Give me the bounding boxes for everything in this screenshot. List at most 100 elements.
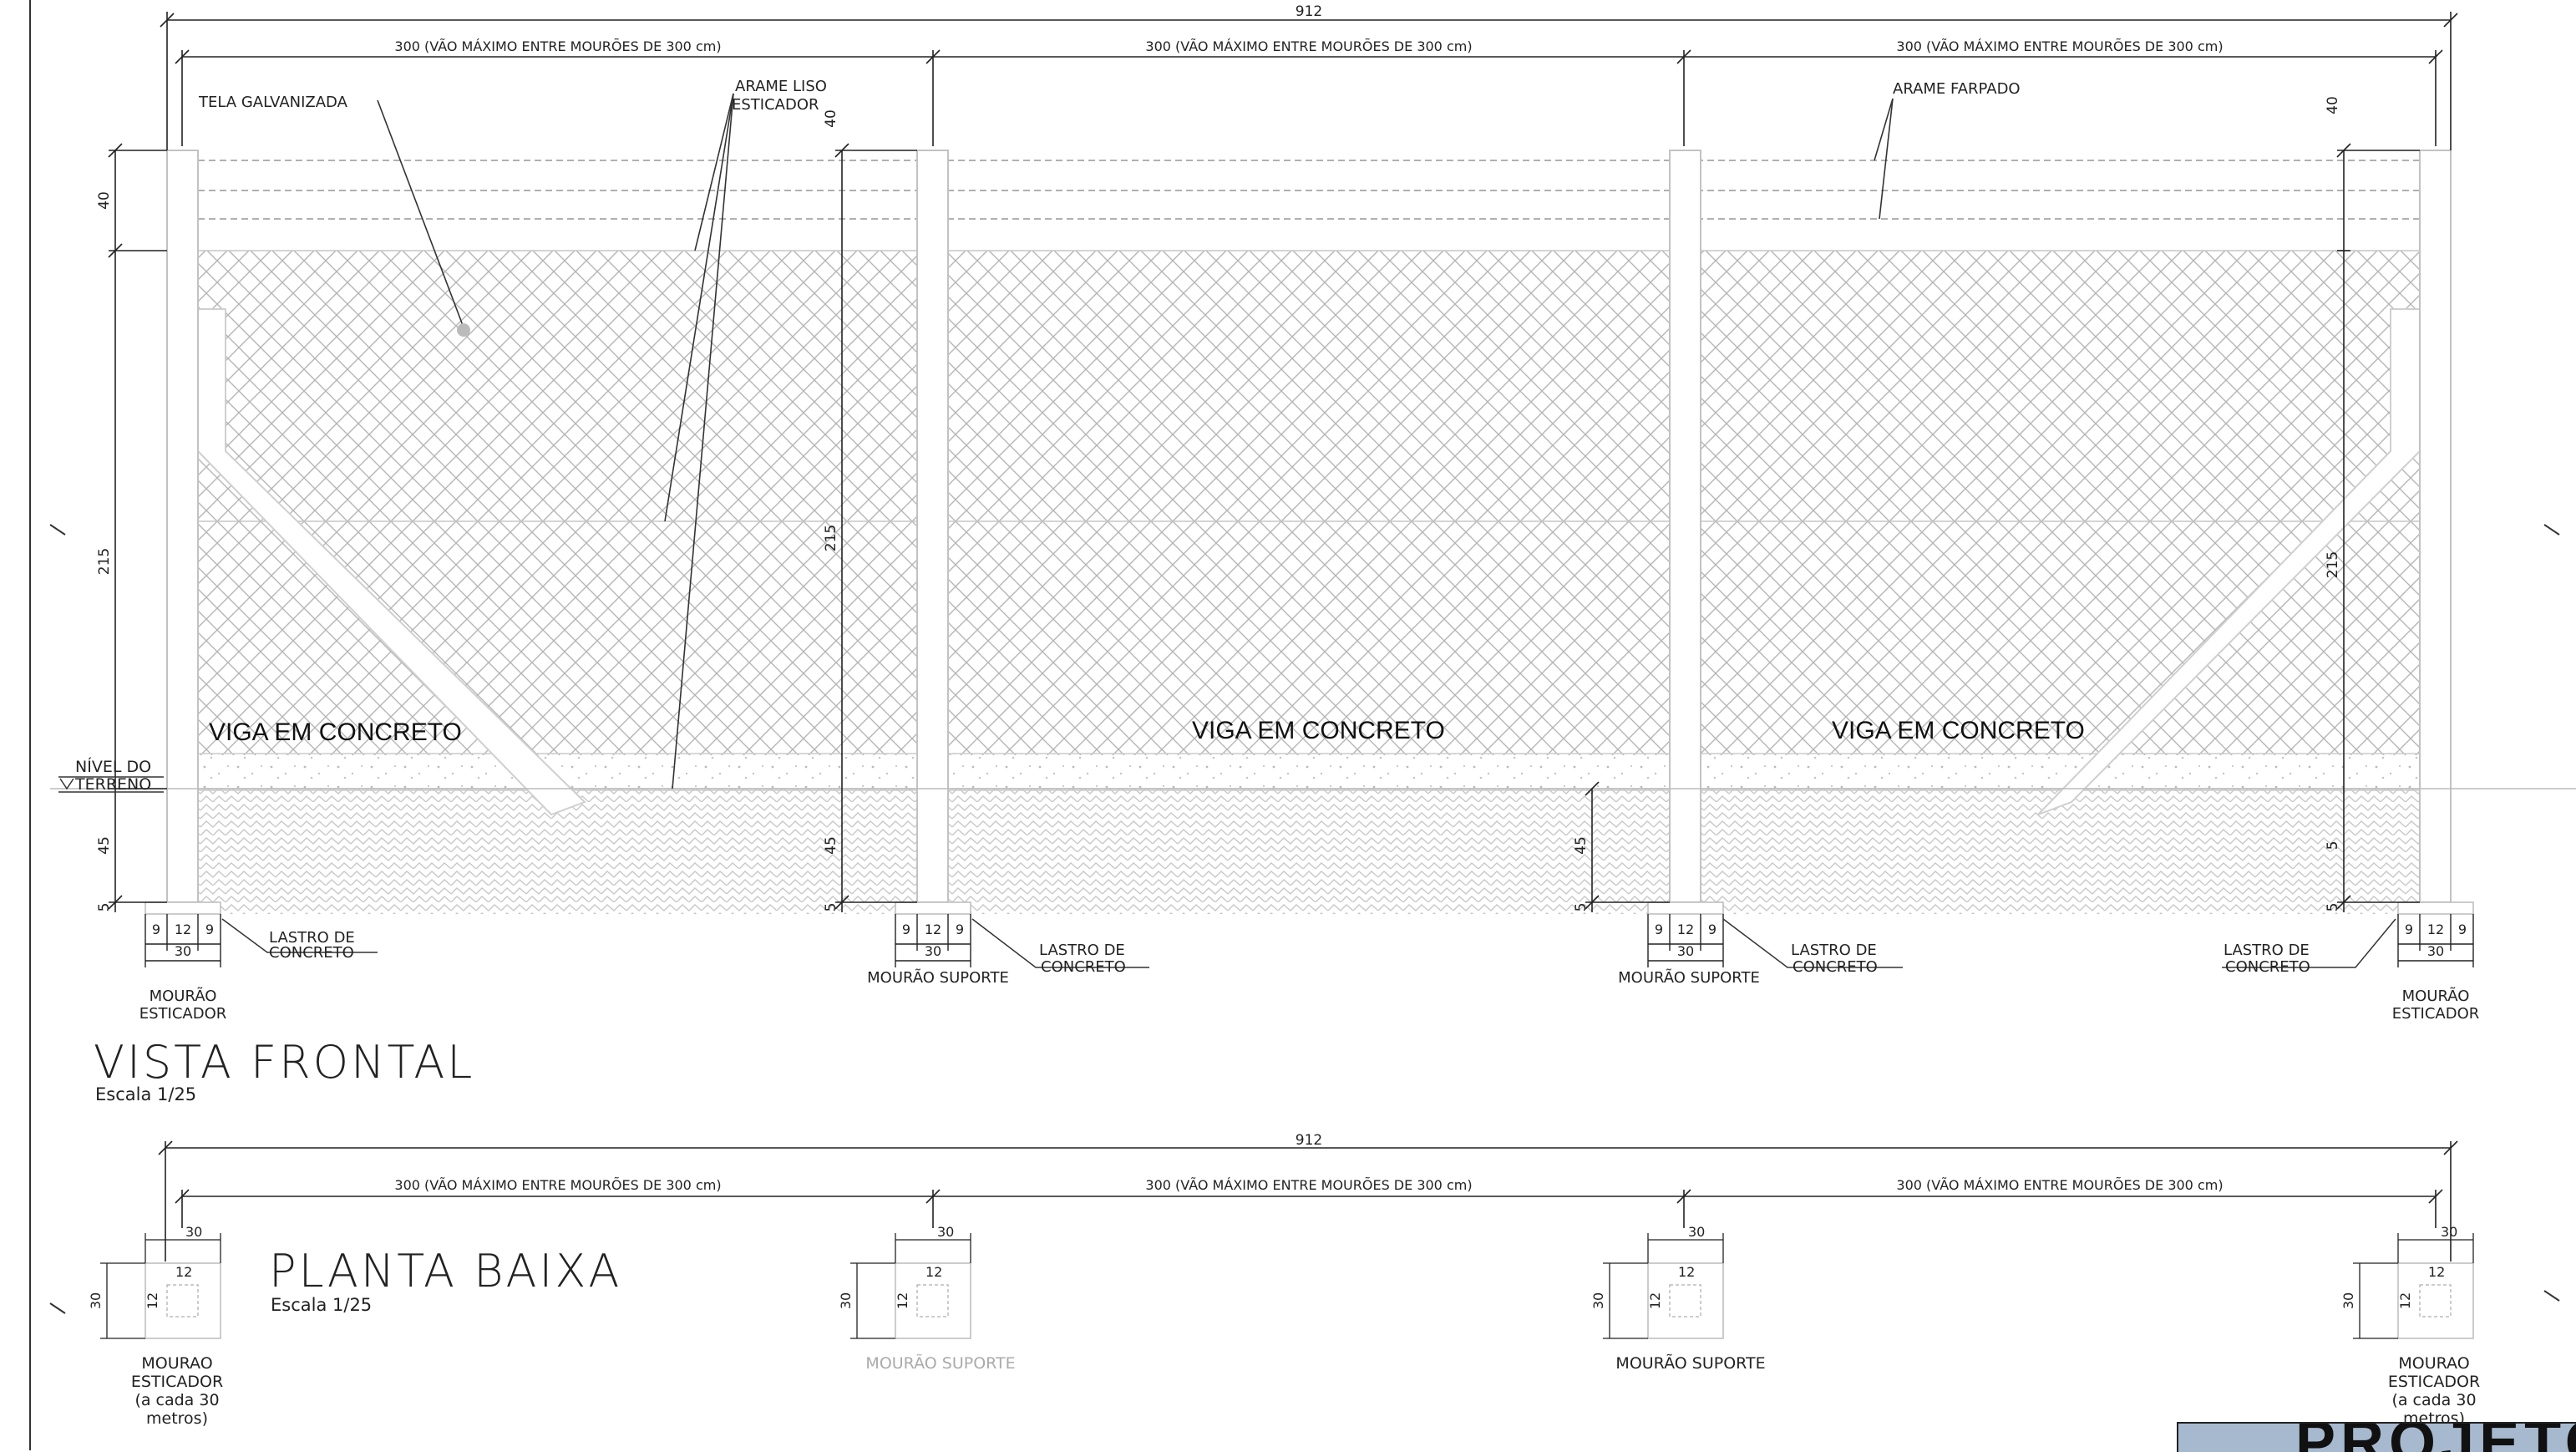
plan-d12-top-r: 12 [2428, 1264, 2445, 1280]
fd-9b-s2: 9 [1708, 921, 1716, 937]
lastro-s1-2: CONCRETO [1041, 958, 1126, 976]
concrete-beam [197, 753, 2421, 791]
plan-d12-side-l: 12 [145, 1292, 160, 1309]
plan-d30-top-l: 30 [185, 1224, 202, 1240]
fd-9a-s1: 9 [902, 921, 910, 937]
barbed-wires [198, 160, 2420, 220]
fd-12-r: 12 [2427, 921, 2444, 937]
fd-12-s1: 12 [925, 921, 941, 937]
plan-d30-side-r: 30 [2340, 1292, 2356, 1309]
plan-d12-side-s2: 12 [1647, 1292, 1663, 1309]
label-viga-2: VIGA EM CONCRETO [1192, 717, 1445, 744]
lastro-l-1: LASTRO DE [269, 929, 355, 947]
fd-9b-r: 9 [2458, 921, 2467, 937]
mourao-r-1: MOURÃO [2402, 987, 2470, 1005]
footing-right [2397, 901, 2474, 915]
label-terreno: TERRENO [74, 775, 151, 794]
footing-s2 [1647, 901, 1724, 915]
plan-post-right [2419, 1284, 2452, 1317]
plan-mourao-l-4: metros) [146, 1409, 208, 1428]
fd-30-s1: 30 [925, 943, 941, 959]
plan-d30-side-l: 30 [88, 1292, 104, 1309]
dim-45-left: 45 [96, 836, 113, 855]
dim-215-right: 215 [2325, 551, 2341, 578]
fd-12-s2: 12 [1677, 921, 1694, 937]
plan-d30-top-r: 30 [2441, 1224, 2457, 1240]
dim-40-s1: 40 [823, 109, 839, 128]
plan-post-s1 [916, 1284, 949, 1317]
lastro-l-2: CONCRETO [269, 944, 354, 962]
plan-d12-top-s1: 12 [925, 1264, 942, 1280]
mourao-suporte-s2: MOURÃO SUPORTE [1618, 968, 1760, 987]
dim-5-s1: 5 [823, 903, 839, 912]
plan-d30-side-s1: 30 [838, 1292, 854, 1309]
lastro-r-1: LASTRO DE [2224, 942, 2310, 959]
post-suporte-1 [916, 150, 949, 903]
dim-5-left: 5 [96, 903, 113, 912]
plan-span-label-2: 300 (VÃO MÁXIMO ENTRE MOURÕES DE 300 cm) [1145, 1177, 1472, 1193]
plan-mourao-l-2: ESTICADOR [131, 1373, 223, 1391]
plan-view-scale: Escala 1/25 [271, 1295, 372, 1315]
label-arame-liso-esticador: ESTICADOR [732, 96, 819, 114]
plan-d12-side-s1: 12 [895, 1292, 910, 1309]
dim-215-s1: 215 [823, 525, 839, 551]
front-span-label-3: 300 (VÃO MÁXIMO ENTRE MOURÕES DE 300 cm) [1896, 38, 2223, 54]
dim-5-s2: 5 [1573, 903, 1590, 912]
dim-40-left: 40 [96, 191, 113, 210]
label-tela-galvanizada: TELA GALVANIZADA [198, 94, 348, 111]
plan-view: 912 300 (VÃO MÁXIMO ENTRE MOURÕES DE 300… [88, 1132, 2480, 1428]
post-esticador-right [2419, 150, 2452, 903]
plan-post-s2 [1669, 1284, 1701, 1317]
fd-12-l: 12 [175, 921, 191, 937]
mourao-l-1: MOURÃO [150, 987, 217, 1005]
title-block: PROJETO [2177, 1422, 2576, 1452]
fd-9b-s1: 9 [956, 921, 964, 937]
mourao-suporte-s1: MOURÃO SUPORTE [867, 968, 1009, 987]
plan-mourao-l-3: (a cada 30 [134, 1391, 219, 1409]
plan-mourao-r-2: ESTICADOR [2388, 1373, 2480, 1391]
plan-mourao-suporte-s2: MOURÃO SUPORTE [1615, 1353, 1765, 1373]
lastro-s1-1: LASTRO DE [1039, 942, 1125, 959]
front-view-title: VISTA FRONTAL [94, 1036, 474, 1089]
label-arame-farpado: ARAME FARPADO [1893, 80, 2021, 98]
fd-9a-l: 9 [152, 921, 160, 937]
front-view: 912 300 (VÃO MÁXIMO ENTRE MOURÕES DE 300… [50, 3, 2576, 1104]
fd-9a-s2: 9 [1655, 921, 1663, 937]
plan-d12-top-s2: 12 [1678, 1264, 1695, 1280]
label-nivel-do: NÍVEL DO [75, 757, 151, 776]
plan-d12-side-r: 12 [2397, 1292, 2413, 1309]
mourao-r-2: ESTICADOR [2392, 1005, 2480, 1023]
fd-30-r: 30 [2427, 943, 2444, 959]
mourao-l-2: ESTICADOR [139, 1005, 227, 1023]
post-suporte-2 [1669, 150, 1701, 903]
footing-left [145, 901, 221, 915]
front-span-label-1: 300 (VÃO MÁXIMO ENTRE MOURÕES DE 300 cm) [394, 38, 721, 54]
dim-5-right-a: 5 [2325, 841, 2341, 850]
post-esticador-left [166, 150, 199, 903]
dim-45-s1: 45 [823, 836, 839, 855]
plan-d30-side-s2: 30 [1590, 1292, 1606, 1309]
plan-span-label-1: 300 (VÃO MÁXIMO ENTRE MOURÕES DE 300 cm) [394, 1177, 721, 1193]
plan-mourao-suporte-s1: MOURÃO SUPORTE [865, 1353, 1015, 1373]
dim-5-right-b: 5 [2325, 903, 2341, 912]
plan-d30-top-s1: 30 [937, 1224, 954, 1240]
lastro-s2-1: LASTRO DE [1791, 942, 1877, 959]
fd-30-l: 30 [175, 943, 191, 959]
front-overall-dim: 912 [1296, 3, 1322, 20]
plan-overall-dim: 912 [1296, 1132, 1322, 1149]
fd-9a-r: 9 [2405, 921, 2413, 937]
plan-span-label-3: 300 (VÃO MÁXIMO ENTRE MOURÕES DE 300 cm) [1896, 1177, 2223, 1193]
sheet-frame [29, 0, 2560, 1450]
title-block-text: PROJETO [2295, 1424, 2576, 1452]
front-view-scale: Escala 1/25 [95, 1084, 196, 1104]
fd-9b-l: 9 [205, 921, 214, 937]
plan-d12-top-l: 12 [175, 1264, 192, 1280]
dim-45-s2: 45 [1573, 836, 1590, 855]
front-span-label-2: 300 (VÃO MÁXIMO ENTRE MOURÕES DE 300 cm) [1145, 38, 1472, 54]
plan-view-title: PLANTA BAIXA [269, 1245, 621, 1297]
soil-hatch [198, 789, 2420, 914]
plan-post-left [166, 1284, 199, 1317]
plan-mourao-r-1: MOURAO [2398, 1354, 2469, 1373]
label-viga-3: VIGA EM CONCRETO [1832, 717, 2085, 744]
